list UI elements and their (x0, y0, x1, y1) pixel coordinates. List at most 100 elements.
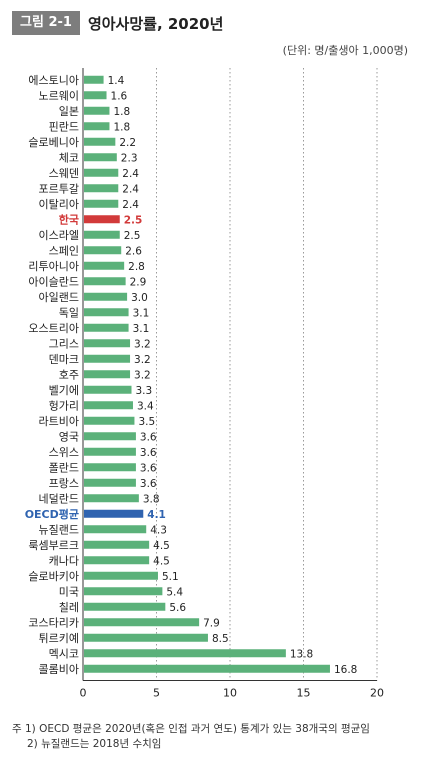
category-label: 캐나다 (49, 554, 79, 567)
bar (84, 122, 110, 131)
category-label: 호주 (59, 368, 79, 381)
category-label: 아일랜드 (39, 290, 79, 304)
value-label: 1.6 (111, 90, 128, 102)
value-label: 1.8 (113, 106, 130, 118)
value-label: 3.3 (136, 385, 153, 397)
category-label: 일본 (59, 104, 79, 118)
category-label: 뉴질랜드 (39, 523, 79, 536)
category-label: 스웨덴 (49, 167, 79, 180)
bar (84, 199, 119, 208)
category-label: 미국 (59, 585, 79, 598)
value-label: 5.1 (162, 571, 179, 583)
x-tick-label: 15 (297, 687, 311, 700)
bar (84, 664, 330, 673)
bar (84, 323, 129, 332)
bar (84, 525, 147, 534)
value-label: 1.8 (113, 121, 130, 133)
value-label: 3.0 (131, 292, 148, 304)
value-label: 3.5 (138, 416, 155, 428)
bar (84, 308, 129, 317)
note-1: 주 1) OECD 평균은 2020년(혹은 인접 과거 연도) 통계가 있는 … (12, 723, 370, 735)
category-label: OECD평균 (25, 507, 79, 521)
x-tick-label: 0 (80, 687, 87, 700)
bar (84, 432, 136, 441)
category-label: 라트비아 (39, 415, 79, 428)
category-label: 슬로베니아 (28, 136, 79, 149)
bar (84, 401, 133, 410)
note-2: 2) 뉴질랜드는 2018년 수치임 (27, 738, 162, 750)
value-label: 2.4 (122, 199, 139, 211)
bar (84, 618, 200, 627)
bar (84, 106, 110, 115)
value-label: 2.4 (122, 168, 139, 180)
value-label: 13.8 (290, 648, 313, 660)
bar (84, 184, 119, 193)
x-tick-label: 20 (370, 687, 384, 700)
category-label: 그리스 (49, 337, 79, 350)
value-label: 3.6 (140, 478, 157, 490)
value-label: 3.6 (140, 447, 157, 459)
category-label: 독일 (59, 305, 79, 319)
chart-title: 영아사망률, 2020년 (87, 14, 224, 33)
category-label: 포르투갈 (39, 181, 79, 195)
figure-header: 그림 2-1 영아사망률, 2020년 (12, 10, 223, 36)
value-label: 16.8 (334, 664, 357, 676)
value-label: 3.8 (143, 493, 160, 505)
value-label: 8.5 (212, 633, 229, 645)
category-label: 튀르키예 (39, 632, 79, 645)
bar (84, 354, 131, 363)
unit-label: (단위: 명/출생아 1,000명) (282, 44, 408, 57)
value-label: 5.6 (169, 602, 186, 614)
bar (84, 230, 120, 239)
bar (84, 540, 150, 549)
category-label: 덴마크 (49, 353, 79, 366)
value-label: 2.9 (130, 276, 147, 288)
category-label: 에스토니아 (28, 74, 79, 87)
bar (84, 153, 117, 162)
bar (84, 463, 136, 472)
category-label: 슬로바키아 (28, 570, 79, 583)
bar (84, 478, 136, 487)
bar (84, 509, 144, 518)
category-label: 스위스 (49, 446, 79, 459)
value-label: 4.3 (150, 524, 167, 536)
bar (84, 447, 136, 456)
category-label: 아이슬란드 (28, 275, 79, 288)
bar (84, 215, 120, 224)
category-label: 이스라엘 (39, 229, 79, 242)
value-label: 2.8 (128, 261, 145, 273)
x-tick-label: 10 (223, 687, 237, 700)
category-label: 체코 (59, 151, 79, 164)
value-label: 7.9 (203, 617, 220, 629)
category-label: 오스트리아 (28, 322, 79, 335)
bar (84, 494, 139, 503)
bar (84, 602, 166, 611)
value-label: 5.4 (166, 586, 183, 598)
bar (84, 168, 119, 177)
value-label: 2.3 (121, 152, 138, 164)
category-label: 폴란드 (49, 461, 79, 474)
value-label: 4.1 (147, 509, 166, 521)
category-label: 이탈리아 (39, 198, 79, 211)
figure-label-badge: 그림 2-1 (12, 11, 80, 35)
x-tick-label: 5 (153, 687, 160, 700)
chart-notes: 주 1) OECD 평균은 2020년(혹은 인접 과거 연도) 통계가 있는 … (12, 722, 370, 752)
value-label: 3.6 (140, 431, 157, 443)
category-label: 프랑스 (49, 477, 79, 490)
bar (84, 91, 107, 100)
category-label: 룩셈부르크 (28, 539, 79, 552)
category-label: 영국 (59, 430, 79, 443)
category-label: 네덜란드 (39, 492, 79, 505)
value-label: 3.1 (133, 323, 150, 335)
category-label: 스페인 (49, 244, 79, 257)
bar (84, 261, 125, 270)
value-label: 4.5 (153, 540, 170, 552)
value-label: 4.5 (153, 555, 170, 567)
bar (84, 587, 163, 596)
value-label: 3.2 (134, 338, 151, 350)
bar (84, 75, 104, 84)
category-label: 리투아니아 (28, 260, 79, 273)
category-label: 콜롬비아 (39, 663, 79, 676)
value-label: 3.1 (133, 307, 150, 319)
